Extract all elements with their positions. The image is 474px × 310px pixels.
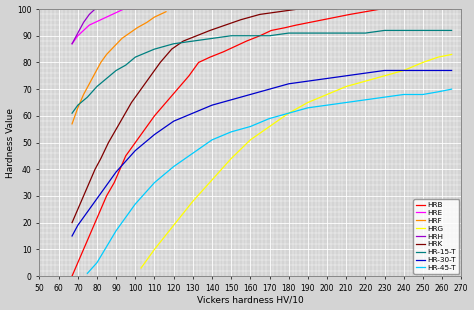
Legend: HRB, HRE, HRF, HRG, HRH, HRK, HR-15-T, HR-30-T, HR-45-T: HRB, HRE, HRF, HRG, HRH, HRK, HR-15-T, H… xyxy=(413,199,459,274)
Y-axis label: Hardness Value: Hardness Value xyxy=(6,108,15,178)
X-axis label: Vickers hardness HV/10: Vickers hardness HV/10 xyxy=(197,295,304,304)
